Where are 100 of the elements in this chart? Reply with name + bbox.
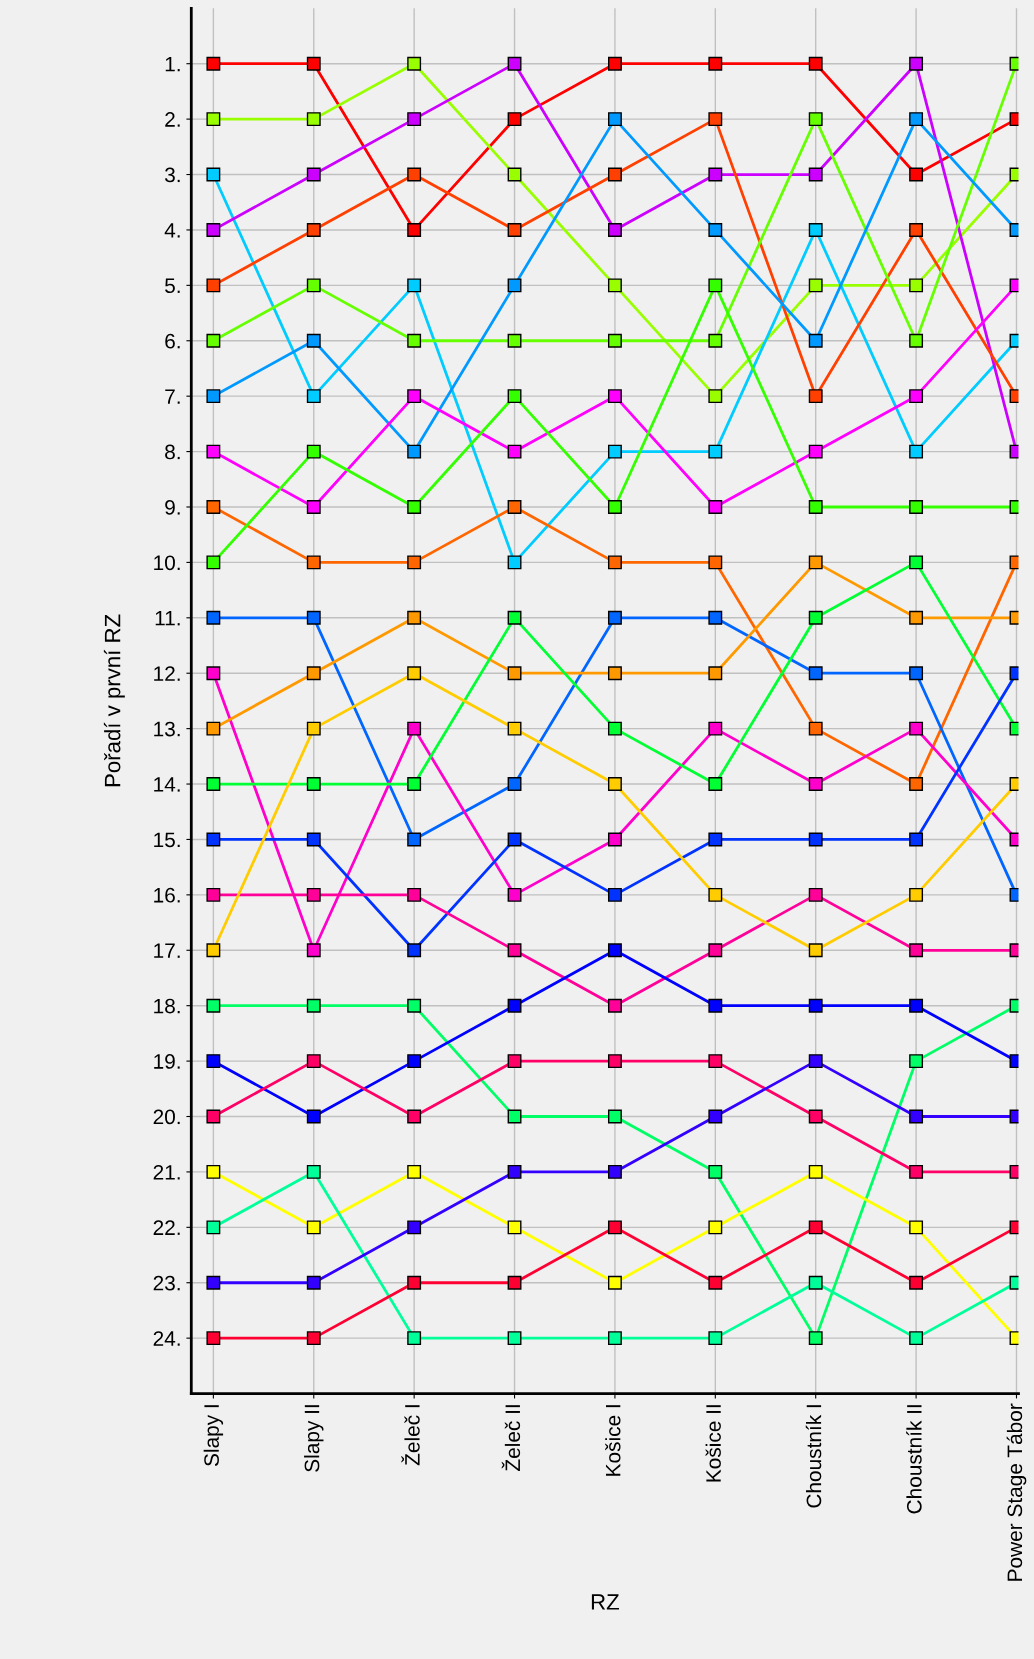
- point: [206, 610, 221, 625]
- point: [206, 1331, 221, 1346]
- point: [206, 721, 221, 736]
- point: [507, 56, 522, 71]
- point: [808, 1164, 823, 1179]
- point: [507, 444, 522, 459]
- point: [708, 389, 723, 404]
- point: [407, 887, 422, 902]
- y-axis-title: Pořadí v první RZ: [103, 614, 125, 787]
- point: [407, 832, 422, 847]
- point: [808, 832, 823, 847]
- point: [407, 721, 422, 736]
- point: [708, 1054, 723, 1069]
- point: [708, 278, 723, 293]
- point: [909, 943, 924, 958]
- point: [909, 721, 924, 736]
- point: [407, 1109, 422, 1124]
- point: [607, 167, 622, 182]
- point: [607, 500, 622, 514]
- y-tick-label: 2.: [165, 112, 180, 127]
- point: [909, 998, 924, 1013]
- point: [708, 1220, 723, 1235]
- point: [507, 943, 522, 958]
- point: [708, 610, 723, 625]
- point: [306, 610, 321, 625]
- y-tick-label: 18.: [154, 998, 180, 1014]
- point: [206, 56, 221, 71]
- point: [306, 222, 321, 237]
- point: [507, 112, 522, 127]
- point: [909, 1109, 924, 1124]
- point: [708, 998, 723, 1013]
- y-tick-label: 13.: [154, 721, 180, 737]
- point: [407, 389, 422, 404]
- y-tick-label: 17.: [154, 943, 180, 958]
- point: [708, 1331, 723, 1346]
- point: [909, 333, 924, 348]
- point: [507, 777, 522, 791]
- point: [909, 1275, 924, 1290]
- point: [808, 1331, 823, 1346]
- point: [909, 832, 924, 847]
- point: [507, 998, 522, 1013]
- y-tick-label: 22.: [153, 1220, 180, 1235]
- point: [909, 1164, 924, 1179]
- point: [407, 112, 422, 127]
- point: [507, 278, 522, 293]
- point: [909, 167, 924, 182]
- point: [206, 887, 221, 902]
- point: [607, 998, 622, 1013]
- point: [206, 1164, 221, 1179]
- point: [808, 389, 823, 404]
- point: [306, 887, 321, 902]
- point: [607, 1220, 622, 1235]
- point: [909, 777, 924, 791]
- point: [507, 887, 522, 902]
- point: [808, 943, 823, 958]
- point: [708, 721, 723, 736]
- point: [407, 555, 422, 570]
- point: [607, 832, 622, 847]
- point: [808, 56, 823, 71]
- point: [206, 389, 221, 404]
- point: [708, 1109, 723, 1124]
- point: [206, 1275, 221, 1290]
- point: [507, 1220, 522, 1235]
- point: [407, 777, 422, 791]
- point: [507, 721, 522, 736]
- point: [206, 222, 221, 237]
- point: [808, 222, 823, 237]
- y-tick-label: 21.: [153, 1164, 180, 1180]
- point: [306, 1109, 321, 1124]
- point: [909, 444, 924, 459]
- point: [206, 500, 221, 514]
- point: [607, 1164, 622, 1179]
- point: [607, 887, 622, 902]
- point: [306, 333, 321, 348]
- y-tick-label: 11.: [155, 611, 180, 626]
- point: [708, 1164, 723, 1179]
- point: [507, 389, 522, 404]
- point: [306, 167, 321, 182]
- point: [407, 222, 422, 237]
- point: [206, 1109, 221, 1124]
- point: [708, 777, 723, 791]
- point: [909, 56, 924, 71]
- point: [607, 1331, 622, 1346]
- point: [206, 112, 221, 127]
- y-tick-label: 9.: [165, 499, 180, 515]
- point: [607, 444, 622, 459]
- x-tick-label: Slapy I: [203, 1405, 224, 1467]
- point: [306, 112, 321, 127]
- point: [708, 832, 723, 847]
- point: [808, 112, 823, 127]
- point: [206, 777, 221, 791]
- point: [708, 167, 723, 182]
- point: [306, 666, 321, 681]
- point: [407, 1331, 422, 1346]
- y-tick-label: 20.: [153, 1109, 180, 1125]
- point: [607, 555, 622, 570]
- point: [407, 167, 422, 182]
- point: [507, 1331, 522, 1346]
- point: [607, 278, 622, 293]
- y-tick-label: 1.: [165, 56, 180, 72]
